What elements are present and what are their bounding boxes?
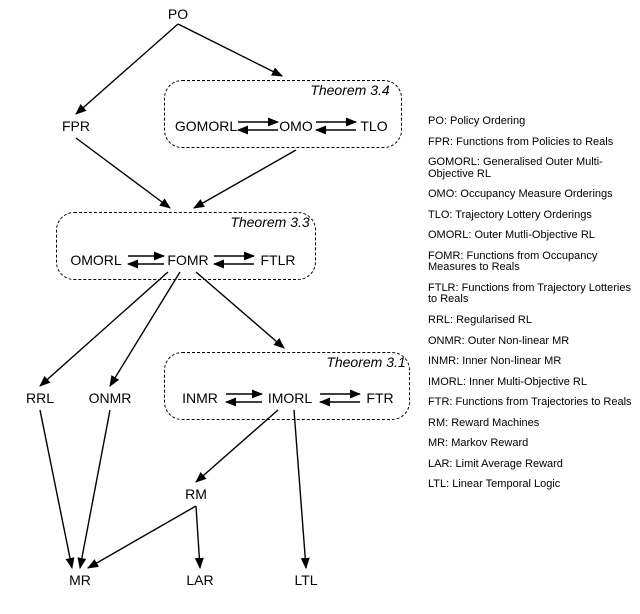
edge [178,24,282,76]
legend-row: FTLR: Functions from Trajectory Lotterie… [428,283,636,306]
legend-row: OMORL: Outer Mutli-Objective RL [428,230,636,242]
legend-row: ONMR: Outer Non-linear MR [428,336,636,348]
node-RRL: RRL [26,390,54,406]
theorem-label-t33: Theorem 3.3 [230,214,309,230]
legend-row: TLO: Trajectory Lottery Orderings [428,210,636,222]
legend-row: IMORL: Inner Multi-Objective RL [428,377,636,389]
node-GOMORL: GOMORL [175,118,237,134]
legend-row: LTL: Linear Temporal Logic [428,479,636,491]
theorem-label-t34: Theorem 3.4 [310,82,389,98]
legend-row: FPR: Functions from Policies to Reals [428,137,636,149]
legend-row: FTR: Functions from Trajectories to Real… [428,397,636,409]
edge [40,272,168,386]
legend-row: PO: Policy Ordering [428,116,636,128]
legend-row: GOMORL: Generalised Outer Multi-Objectiv… [428,157,636,180]
node-FPR: FPR [62,118,90,134]
node-LTL: LTL [294,572,317,588]
legend-row: INMR: Inner Non-linear MR [428,356,636,368]
node-FTR: FTR [366,390,393,406]
edge [196,272,284,348]
theorem-label-t31: Theorem 3.1 [326,354,405,370]
edge [40,410,72,568]
node-PO: PO [168,6,188,22]
edge [80,410,110,568]
edge [194,150,296,208]
node-RM: RM [185,486,207,502]
edge [88,506,196,568]
node-OMO: OMO [279,118,312,134]
node-FTLR: FTLR [261,252,296,268]
node-MR: MR [69,572,91,588]
diagram-canvas: PO FPR GOMORL OMO TLO OMORL FOMR FTLR RRL ONMR INM… [0,0,640,614]
legend-row: RM: Reward Machines [428,418,636,430]
node-ONMR: ONMR [89,390,132,406]
node-INMR: INMR [182,390,218,406]
node-LAR: LAR [186,572,213,588]
edge [76,24,178,114]
node-OMORL: OMORL [70,252,121,268]
node-TLO: TLO [360,118,387,134]
node-IMORL: IMORL [268,390,312,406]
edge [196,410,278,482]
legend-row: FOMR: Functions from Occupancy Measures … [428,251,636,274]
legend-row: OMO: Occupancy Measure Orderings [428,189,636,201]
legend-row: RRL: Regularised RL [428,315,636,327]
edge [294,410,306,568]
legend: PO: Policy Ordering FPR: Functions from P… [428,116,636,500]
node-FOMR: FOMR [167,252,208,268]
legend-row: LAR: Limit Average Reward [428,459,636,471]
legend-row: MR: Markov Reward [428,438,636,450]
edge [76,138,170,208]
edge [196,506,200,568]
